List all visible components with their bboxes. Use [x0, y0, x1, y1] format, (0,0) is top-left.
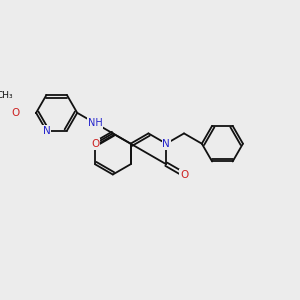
Text: O: O [11, 108, 20, 118]
Text: O: O [180, 169, 188, 179]
Text: CH₃: CH₃ [0, 91, 14, 100]
Text: O: O [91, 139, 99, 149]
Text: NH: NH [88, 118, 102, 128]
Text: N: N [162, 139, 170, 149]
Text: N: N [43, 126, 50, 136]
